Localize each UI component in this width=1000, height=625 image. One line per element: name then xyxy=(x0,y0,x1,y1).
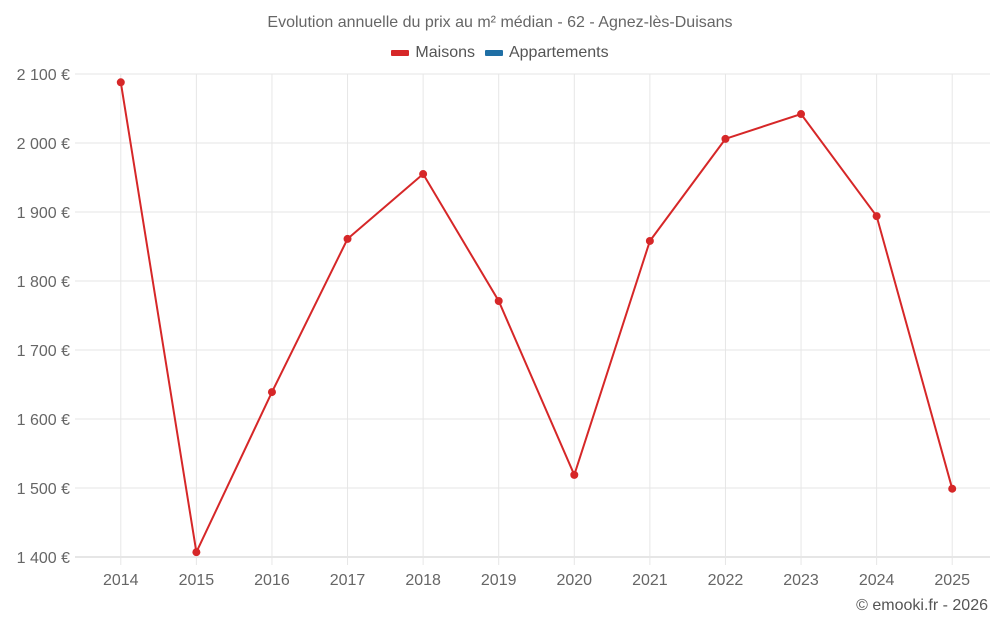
x-tick-label: 2019 xyxy=(481,572,517,589)
credit-text: © emooki.fr - 2026 xyxy=(856,597,988,614)
data-point[interactable] xyxy=(343,234,352,243)
x-tick-label: 2014 xyxy=(103,572,139,589)
gridlines xyxy=(75,73,990,565)
x-tick-label: 2023 xyxy=(783,572,819,589)
y-tick-label: 2 000 € xyxy=(17,136,70,153)
data-point[interactable] xyxy=(645,236,654,245)
y-tick-label: 1 800 € xyxy=(17,274,70,291)
legend: Maisons Appartements xyxy=(0,44,1000,62)
x-tick-label: 2018 xyxy=(405,572,441,589)
y-tick-label: 1 400 € xyxy=(17,550,70,567)
data-point[interactable] xyxy=(419,170,428,179)
data-point[interactable] xyxy=(267,388,276,397)
y-tick-label: 1 500 € xyxy=(17,481,70,498)
x-tick-label: 2022 xyxy=(708,572,744,589)
chart-title: Evolution annuelle du prix au m² médian … xyxy=(267,14,733,31)
y-axis: 1 400 € 1 500 € 1 600 € 1 700 € 1 800 € 1 900… xyxy=(17,67,70,567)
x-tick-label: 2025 xyxy=(934,572,970,589)
data-point[interactable] xyxy=(116,78,125,87)
x-tick-label: 2015 xyxy=(179,572,215,589)
data-point[interactable] xyxy=(948,484,957,493)
y-tick-label: 1 700 € xyxy=(17,343,70,360)
legend-swatch-appartements-icon xyxy=(484,50,503,56)
data-point[interactable] xyxy=(721,134,730,143)
data-point[interactable] xyxy=(494,297,503,306)
x-tick-label: 2021 xyxy=(632,572,668,589)
y-tick-label: 2 100 € xyxy=(17,67,70,84)
data-point[interactable] xyxy=(192,548,201,557)
x-axis: 2014 2015 2016 2017 2018 2019 2020 2021 2022 2023… xyxy=(103,572,970,589)
y-tick-label: 1 600 € xyxy=(17,412,70,429)
x-tick-label: 2016 xyxy=(254,572,290,589)
data-point[interactable] xyxy=(797,110,806,119)
legend-label: Appartements xyxy=(508,44,609,61)
x-tick-label: 2020 xyxy=(556,572,592,589)
series-maisons xyxy=(116,78,957,557)
legend-label: Maisons xyxy=(415,44,475,61)
x-tick-label: 2024 xyxy=(859,572,895,589)
y-tick-label: 1 900 € xyxy=(17,205,70,222)
legend-swatch-maisons-icon xyxy=(391,50,410,56)
data-point[interactable] xyxy=(872,212,881,221)
x-tick-label: 2017 xyxy=(330,572,366,589)
data-point[interactable] xyxy=(570,470,579,479)
legend-item-maisons[interactable]: Maisons xyxy=(391,44,475,62)
legend-item-appartements[interactable]: Appartements xyxy=(484,44,609,62)
series-line xyxy=(119,82,954,556)
